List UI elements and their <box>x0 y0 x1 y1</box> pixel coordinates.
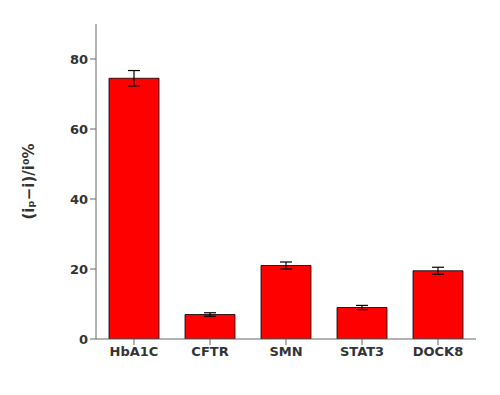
svg-text:STAT3: STAT3 <box>340 344 384 359</box>
svg-text:40: 40 <box>70 192 88 207</box>
svg-text:HbA1C: HbA1C <box>110 344 159 359</box>
svg-text:DOCK8: DOCK8 <box>413 344 464 359</box>
svg-text:20: 20 <box>70 262 88 277</box>
svg-text:(iₚ−i)/i⁰%: (iₚ−i)/i⁰% <box>20 144 38 220</box>
svg-text:60: 60 <box>70 122 88 137</box>
svg-text:SMN: SMN <box>269 344 302 359</box>
svg-text:80: 80 <box>70 52 88 67</box>
svg-text:0: 0 <box>79 332 88 347</box>
svg-text:CFTR: CFTR <box>191 344 228 359</box>
